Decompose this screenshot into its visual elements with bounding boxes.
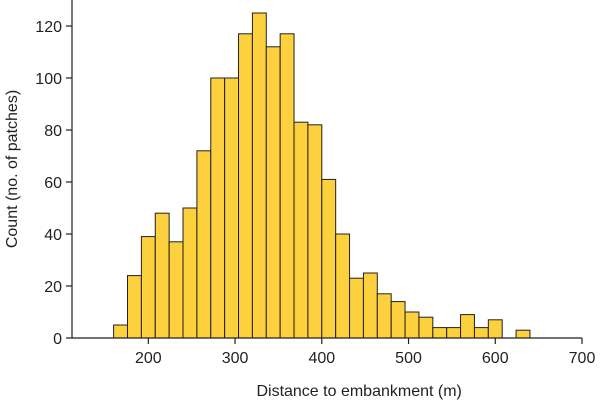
histogram-bar xyxy=(251,12,267,339)
histogram-bar xyxy=(362,272,378,339)
histogram-bar xyxy=(460,314,475,339)
bars-group xyxy=(113,12,531,339)
histogram-bar xyxy=(473,327,489,339)
histogram-bar xyxy=(140,236,156,339)
x-tick-label: 700 xyxy=(569,350,596,367)
histogram-bar xyxy=(390,301,406,339)
x-axis-title: Distance to embankment (m) xyxy=(256,383,461,400)
y-axis-title: Count (no. of patches) xyxy=(4,90,21,248)
histogram-bar xyxy=(376,293,392,339)
x-tick-label: 300 xyxy=(222,350,249,367)
x-tick-label: 600 xyxy=(482,350,509,367)
histogram-bar xyxy=(127,275,142,339)
histogram-bar xyxy=(321,178,337,339)
y-ticks-group: 0 20 40 60 80 100 120 xyxy=(35,19,72,348)
histogram-bar xyxy=(515,329,531,339)
y-tick-label: 20 xyxy=(44,279,62,296)
histogram-bar xyxy=(279,33,295,339)
histogram-bar xyxy=(265,46,281,339)
histogram-bar xyxy=(113,324,129,339)
y-tick-label: 120 xyxy=(35,19,62,36)
histogram-bar xyxy=(182,207,198,339)
x-tick-label: 500 xyxy=(395,350,422,367)
y-tick-label: 60 xyxy=(44,175,62,192)
histogram-bar xyxy=(418,316,434,339)
histogram-bar xyxy=(224,77,240,339)
histogram-bar xyxy=(210,77,226,339)
histogram-bar xyxy=(293,121,309,339)
histogram-bar xyxy=(238,33,253,339)
histogram-bar xyxy=(446,327,462,339)
histogram-bar xyxy=(307,124,323,339)
y-tick-label: 0 xyxy=(53,331,62,348)
histogram-bar xyxy=(154,212,170,339)
y-tick-label: 80 xyxy=(44,123,62,140)
x-tick-label: 400 xyxy=(308,350,335,367)
histogram-bar xyxy=(335,233,351,339)
histogram-bar xyxy=(404,311,420,339)
histogram-bar xyxy=(196,150,212,339)
histogram-bar xyxy=(349,277,364,339)
x-tick-label: 200 xyxy=(135,350,162,367)
histogram-bar xyxy=(487,319,503,339)
y-tick-label: 40 xyxy=(44,227,62,244)
histogram-bar xyxy=(432,327,448,339)
histogram-bar xyxy=(168,241,184,339)
y-tick-label: 100 xyxy=(35,71,62,88)
axes-group xyxy=(71,0,582,339)
x-ticks-group: 200 300 400 500 600 700 xyxy=(135,338,595,367)
